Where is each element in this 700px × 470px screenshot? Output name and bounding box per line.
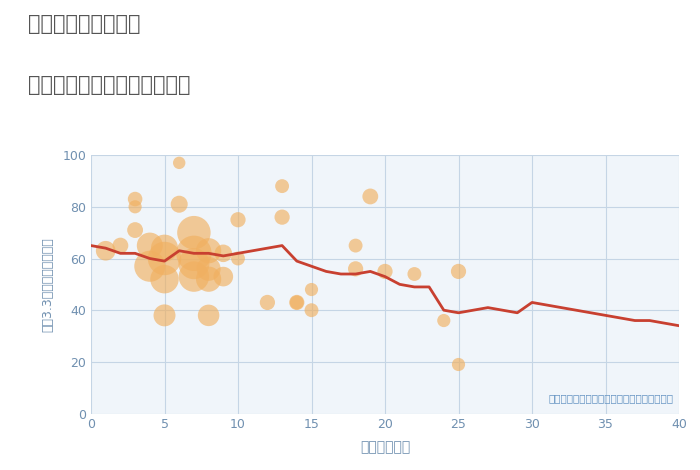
Point	[130, 195, 141, 203]
Point	[350, 265, 361, 273]
Point	[453, 267, 464, 275]
Point	[438, 317, 449, 324]
Point	[291, 299, 302, 306]
Point	[276, 182, 288, 190]
Point	[350, 242, 361, 249]
Point	[159, 255, 170, 262]
Point	[453, 361, 464, 368]
X-axis label: 築年数（年）: 築年数（年）	[360, 440, 410, 454]
Text: 築年数別中古マンション価格: 築年数別中古マンション価格	[28, 75, 190, 95]
Point	[115, 242, 126, 249]
Point	[144, 262, 155, 270]
Point	[188, 273, 199, 280]
Point	[203, 275, 214, 283]
Point	[159, 275, 170, 283]
Point	[276, 213, 288, 221]
Point	[188, 260, 199, 267]
Point	[100, 247, 111, 254]
Text: 円の大きさは、取引のあった物件面積を示す: 円の大きさは、取引のあった物件面積を示す	[548, 393, 673, 403]
Point	[188, 229, 199, 236]
Point	[218, 250, 229, 257]
Point	[159, 244, 170, 252]
Point	[203, 265, 214, 273]
Point	[174, 200, 185, 208]
Point	[232, 216, 244, 223]
Point	[379, 267, 391, 275]
Point	[262, 299, 273, 306]
Point	[159, 312, 170, 319]
Point	[409, 270, 420, 278]
Point	[203, 312, 214, 319]
Point	[144, 242, 155, 249]
Point	[130, 203, 141, 211]
Point	[232, 255, 244, 262]
Point	[130, 226, 141, 234]
Point	[365, 193, 376, 200]
Y-axis label: 平（3.3㎡）単価（万円）: 平（3.3㎡）単価（万円）	[41, 237, 54, 332]
Point	[306, 306, 317, 314]
Point	[203, 247, 214, 254]
Point	[291, 299, 302, 306]
Point	[174, 159, 185, 166]
Point	[306, 286, 317, 293]
Point	[218, 273, 229, 280]
Text: 三重県松阪市塚本町: 三重県松阪市塚本町	[28, 14, 141, 34]
Point	[188, 250, 199, 257]
